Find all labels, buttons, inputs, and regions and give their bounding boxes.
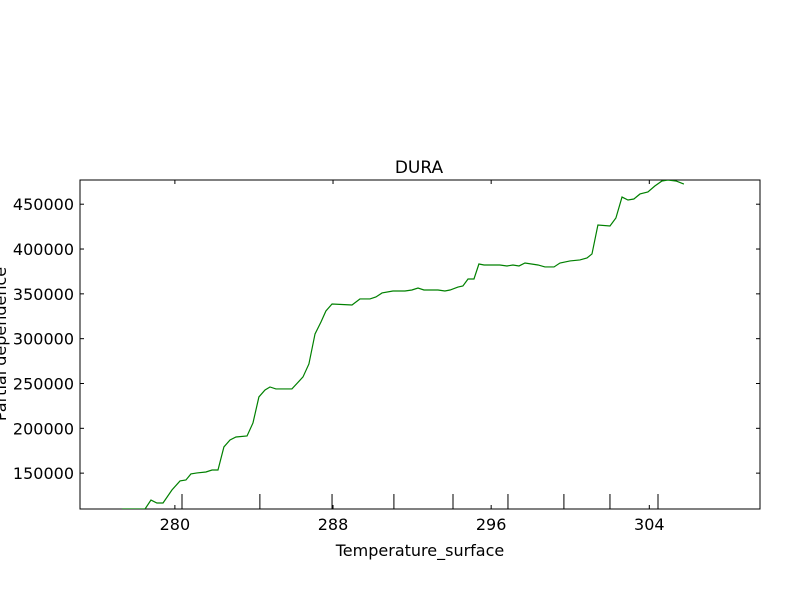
y-tick-label: 150000: [13, 464, 74, 483]
y-tick-label: 400000: [13, 240, 74, 259]
y-tick-label: 250000: [13, 374, 74, 393]
y-tick-label: 300000: [13, 330, 74, 349]
y-tick-label: 450000: [13, 195, 74, 214]
chart-title: DURA: [395, 158, 444, 178]
x-tick-label: 304: [634, 515, 665, 534]
x-tick-label: 280: [160, 515, 191, 534]
y-tick-label: 350000: [13, 285, 74, 304]
x-tick-label: 296: [476, 515, 507, 534]
data-line: [121, 180, 685, 509]
x-axis-label: Temperature_surface: [335, 541, 504, 561]
plot-frame: [79, 179, 761, 510]
x-tick-label: 288: [318, 515, 349, 534]
y-axis-label: Partial dependence: [0, 267, 10, 421]
y-tick-label: 200000: [13, 419, 74, 438]
